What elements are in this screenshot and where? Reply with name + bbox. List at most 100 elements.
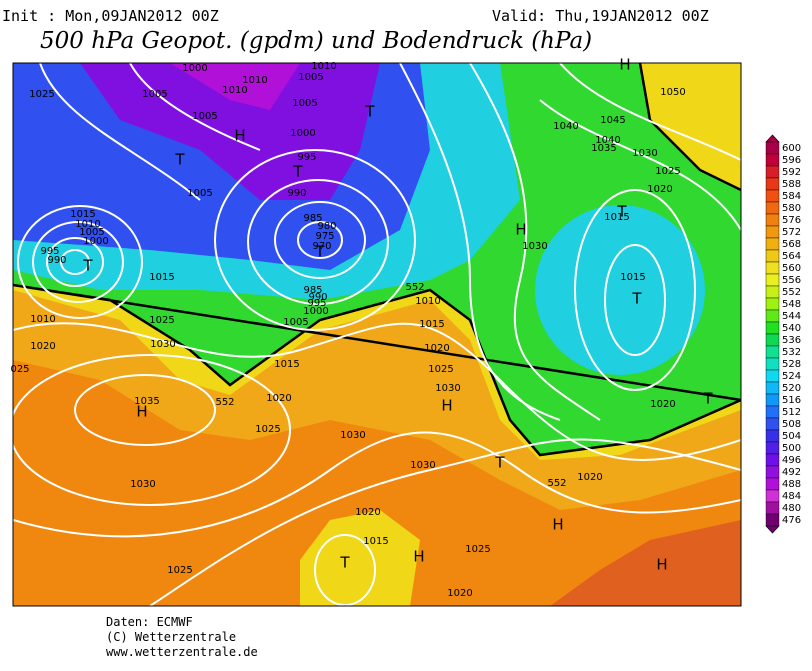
legend-label: 532 [782, 347, 801, 358]
legend-label: 544 [782, 311, 801, 322]
legend-label: 528 [782, 359, 801, 370]
isobar-label: 990 [308, 292, 327, 303]
legend-swatch [765, 189, 780, 203]
legend-label: 548 [782, 299, 801, 310]
legend-swatch [765, 477, 780, 491]
isobar-label: 1000 [182, 63, 207, 74]
legend-swatch [765, 141, 780, 155]
isobar-label: 1010 [30, 314, 55, 325]
pressure-center: H [136, 403, 147, 421]
isobar-label: 1030 [150, 339, 175, 350]
legend-swatch [765, 261, 780, 275]
isobar-label: 1010 [75, 219, 100, 230]
isobar-label: 1000 [303, 306, 328, 317]
legend-swatch [765, 417, 780, 431]
pressure-center: H [413, 548, 424, 566]
isobar-label: 985 [303, 285, 322, 296]
valid-time: Valid: Thu,19JAN2012 00Z [492, 7, 709, 25]
isobars [13, 63, 741, 606]
isobar-label: 1015 [363, 536, 388, 547]
legend-swatch [765, 273, 780, 287]
legend-label: 476 [782, 515, 801, 526]
isobar-label: 1020 [447, 588, 472, 599]
legend-swatch [765, 309, 780, 323]
legend-label: 552 [782, 287, 801, 298]
map-frame [12, 62, 742, 607]
isobar-label: 980 [317, 221, 336, 232]
isobar-label: 1010 [222, 85, 247, 96]
legend-swatch [765, 393, 780, 407]
pressure-center: T [616, 203, 627, 221]
legend-swatch [765, 381, 780, 395]
isobar-label: 1045 [600, 115, 625, 126]
isobar-label: 1015 [419, 319, 444, 330]
legend-label: 496 [782, 455, 801, 466]
map-title: 500 hPa Geopot. (gpdm) und Bodendruck (h… [40, 28, 592, 54]
isobar-label: 1010 [242, 75, 267, 86]
isobar-label: 1025 [465, 544, 490, 555]
legend-cap-top [765, 134, 780, 143]
legend-swatch [765, 285, 780, 299]
website: www.wetterzentrale.de [106, 645, 258, 659]
isobar-label: 1005 [192, 111, 217, 122]
legend-label: 500 [782, 443, 801, 454]
legend-label: 536 [782, 335, 801, 346]
legend-swatch [765, 453, 780, 467]
pressure-center: T [494, 454, 505, 472]
legend-label: 596 [782, 155, 801, 166]
legend-swatch [765, 165, 780, 179]
isobar-label: 1025 [149, 315, 174, 326]
isobar-label: 1050 [660, 87, 685, 98]
pressure-center: H [441, 397, 452, 415]
legend-label: 540 [782, 323, 801, 334]
isobar-label: 1030 [130, 479, 155, 490]
pressure-center: T [292, 163, 303, 181]
isobar-label: 1020 [424, 343, 449, 354]
pressure-center: T [314, 243, 325, 261]
legend-swatch [765, 441, 780, 455]
legend-swatch [765, 297, 780, 311]
legend-label: 600 [782, 143, 801, 154]
legend-swatch [765, 429, 780, 443]
isobar-label: 1020 [355, 507, 380, 518]
legend-swatch [765, 405, 780, 419]
legend-swatch [765, 465, 780, 479]
pressure-center: H [515, 221, 526, 239]
isobar-label: 1010 [415, 296, 440, 307]
legend-label: 504 [782, 431, 801, 442]
legend-label: 520 [782, 383, 801, 394]
legend-swatch [765, 501, 780, 515]
isobar-label: 552 [405, 282, 424, 293]
legend-cap-bottom [765, 525, 780, 534]
pressure-center: T [174, 151, 185, 169]
init-time: Init : Mon,09JAN2012 00Z [2, 7, 219, 25]
legend-label: 480 [782, 503, 801, 514]
legend-swatch [765, 201, 780, 215]
legend-label: 580 [782, 203, 801, 214]
isobar-label: 995 [307, 298, 326, 309]
isobar-label: 1015 [604, 212, 629, 223]
legend-swatch [765, 345, 780, 359]
legend-swatch [765, 225, 780, 239]
pressure-center: T [631, 290, 642, 308]
isobar-label: 1030 [632, 148, 657, 159]
isobar-label: 1025 [255, 424, 280, 435]
isobar-label: 1030 [340, 430, 365, 441]
isobar-label: 1020 [647, 184, 672, 195]
isobar-label: 1005 [142, 89, 167, 100]
legend-label: 584 [782, 191, 801, 202]
legend-swatch [765, 153, 780, 167]
legend-label: 564 [782, 251, 801, 262]
isobar-label: 1020 [266, 393, 291, 404]
legend-swatch [765, 249, 780, 263]
isobar-label: 1025 [428, 364, 453, 375]
isobar-label: 1005 [298, 72, 323, 83]
isobar-label: 1030 [522, 241, 547, 252]
isobar-label: 1040 [595, 135, 620, 146]
legend-label: 484 [782, 491, 801, 502]
pressure-center: H [619, 56, 630, 74]
isobar-label: 1000 [290, 128, 315, 139]
isobar-label: 1025 [655, 166, 680, 177]
